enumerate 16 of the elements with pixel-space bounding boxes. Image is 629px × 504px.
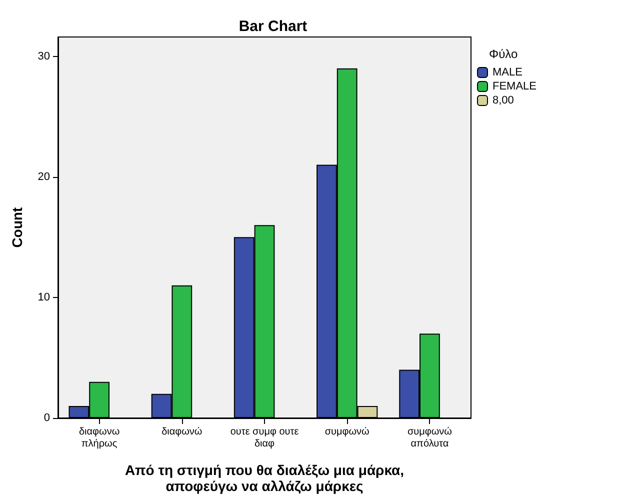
legend-label: FEMALE xyxy=(492,80,537,92)
y-tick-label: 10 xyxy=(38,291,50,304)
x-tick-label: διαφωνω πλήρως xyxy=(78,426,120,450)
y-axis-title: Count xyxy=(9,206,25,248)
legend-label: 8,00 xyxy=(492,94,514,106)
legend-title: Φύλο xyxy=(489,47,518,61)
x-tick-label: συμφωνώ απόλυτα xyxy=(407,426,452,450)
x-tick-label: συμφωνώ xyxy=(324,426,370,438)
y-tick-label: 20 xyxy=(38,170,50,183)
x-tick-label: ουτε συμφ ουτε διαφ xyxy=(230,426,300,450)
y-tick-label: 30 xyxy=(38,50,50,62)
chart-title: Bar Chart xyxy=(238,18,308,35)
x-tick-label: διαφωνώ xyxy=(162,426,202,438)
y-tick-label: 0 xyxy=(44,412,50,424)
x-axis-title: Από τη στιγμή που θα διαλέξω μια μάρκα, αποφεύγω να αλλάζω μάρκες xyxy=(124,462,404,494)
legend-label: MALE xyxy=(492,66,522,78)
